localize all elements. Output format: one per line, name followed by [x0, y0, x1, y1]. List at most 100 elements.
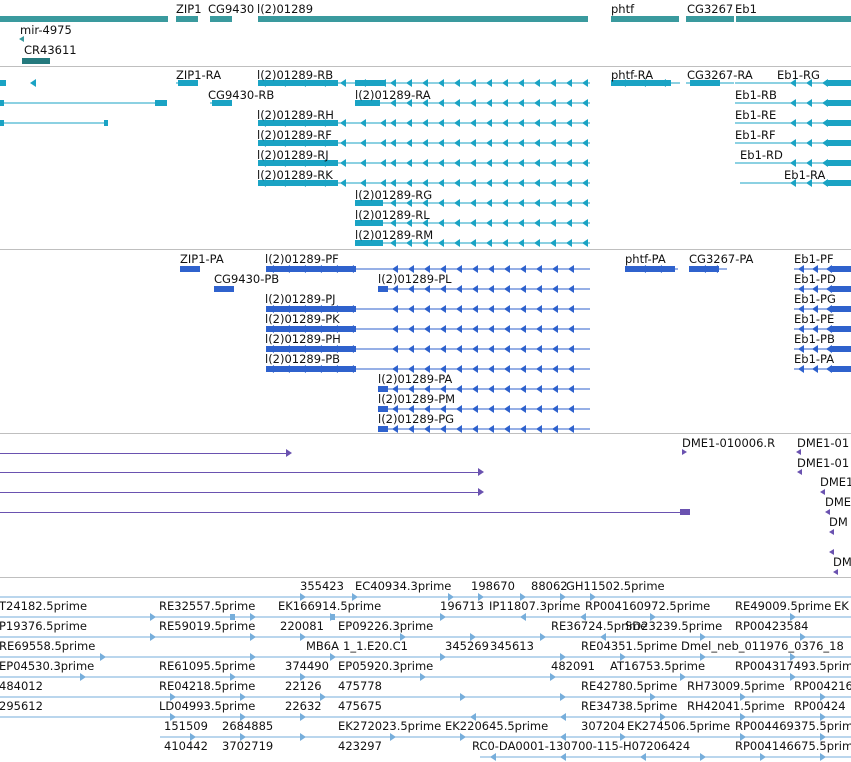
alignment-marker[interactable] [825, 509, 830, 515]
est-label[interactable]: AT16753.5prime [610, 659, 706, 673]
est-label[interactable]: RE36724.5prime [551, 619, 648, 633]
gene-label[interactable]: mir-4975 [20, 23, 72, 37]
est-label[interactable]: RE32557.5prime [159, 599, 256, 613]
gene-feature-cg3267[interactable] [686, 16, 734, 22]
mir-4975-feature[interactable] [19, 36, 24, 42]
polypeptide-label[interactable]: Eb1-PE [794, 312, 835, 326]
est-label[interactable]: Dmel_neb_011976_0376_18 [681, 639, 844, 653]
alignment-label[interactable]: DME1-01 [797, 456, 850, 470]
est-label[interactable]: 345613 [490, 639, 534, 653]
polypeptide-label[interactable]: CG9430-PB [214, 272, 280, 286]
est-label[interactable]: RH73009.5prime [687, 679, 785, 693]
est-label[interactable]: 220081 [280, 619, 324, 633]
est-label[interactable]: RP004469375.5prime [735, 719, 851, 733]
est-label[interactable]: RH42041.5prime [687, 699, 785, 713]
gene-feature-eb1[interactable] [736, 16, 851, 22]
polypeptide-label[interactable]: Eb1-PF [794, 252, 834, 266]
gene-label[interactable]: CG3267 [687, 2, 734, 16]
alignment-marker[interactable] [829, 549, 834, 555]
polypeptide-label[interactable]: l(2)01289-PA [378, 372, 453, 386]
gene-feature-cg9430[interactable] [210, 16, 232, 22]
gene-label[interactable]: Eb1 [735, 2, 757, 16]
transcript-label[interactable]: Eb1-RE [735, 108, 777, 122]
est-label[interactable]: SD23239.5prime [625, 619, 723, 633]
gene-label[interactable]: l(2)01289 [257, 2, 314, 16]
est-label[interactable]: 307204 [581, 719, 625, 733]
est-label[interactable]: T24182.5prime [0, 599, 88, 613]
est-label[interactable]: 22126 [285, 679, 322, 693]
est-label[interactable]: 3702719 [222, 739, 274, 753]
est-label[interactable]: 88062 [531, 579, 568, 593]
transcript-label[interactable]: l(2)01289-RL [355, 208, 430, 222]
est-label[interactable]: EP09226.3prime [338, 619, 434, 633]
est-label[interactable]: 355423 [300, 579, 344, 593]
gene-label[interactable]: CG9430 [208, 2, 255, 16]
alignment-line[interactable] [0, 492, 478, 493]
est-label[interactable]: EK272023.5prime [338, 719, 442, 733]
transcript-label[interactable]: l(2)01289-RA [355, 88, 431, 102]
alignment-block[interactable] [680, 509, 690, 515]
polypeptide-label[interactable]: Eb1-PB [794, 332, 835, 346]
transcript-label[interactable]: l(2)01289-RG [355, 188, 433, 202]
gene-label[interactable]: phtf [611, 2, 635, 16]
alignment-line[interactable] [0, 512, 682, 513]
alignment-label[interactable]: DME1-01 [797, 436, 850, 450]
est-label[interactable]: RC0-DA0001-130700-115-H07206424 [472, 739, 691, 753]
alignment-label[interactable]: DME1 [820, 475, 851, 489]
gene-feature[interactable] [0, 16, 168, 22]
est-label[interactable]: EC40934.3prime [355, 579, 452, 593]
est-label[interactable]: LD04993.5prime [159, 699, 256, 713]
polypeptide-label[interactable]: l(2)01289-PM [378, 392, 456, 406]
est-label[interactable]: RP004146675.5prime [735, 739, 851, 753]
est-label[interactable]: EK [834, 599, 849, 613]
alignment-label[interactable]: DM [829, 515, 848, 529]
est-label[interactable]: 475675 [338, 699, 382, 713]
transcript-label[interactable]: l(2)01289-RB [257, 68, 334, 82]
est-label[interactable]: RE49009.5prime [735, 599, 832, 613]
gene-feature-l201289[interactable] [258, 16, 588, 22]
transcript-label[interactable]: l(2)01289-RK [257, 168, 333, 182]
gene-feature-phtf[interactable] [611, 16, 679, 22]
est-label[interactable]: 1_1.E20.C1 [343, 639, 408, 653]
est-label[interactable]: 2684885 [222, 719, 274, 733]
transcript-label[interactable]: CG9430-RB [208, 88, 275, 102]
est-label[interactable]: 484012 [0, 679, 43, 693]
alignment-marker[interactable] [796, 449, 801, 455]
transcript-label[interactable]: CG3267-RA [687, 68, 753, 82]
gene-feature-zip1[interactable] [176, 16, 198, 22]
transcript-label[interactable]: Eb1-RB [735, 88, 777, 102]
est-label[interactable]: 475778 [338, 679, 382, 693]
polypeptide-label[interactable]: Eb1-PA [794, 352, 835, 366]
est-label[interactable]: RE59019.5prime [159, 619, 256, 633]
est-label[interactable]: RE34738.5prime [581, 699, 678, 713]
est-label[interactable]: RP004216 [794, 679, 851, 693]
est-label[interactable]: RE04351.5prime [581, 639, 678, 653]
transcript-label[interactable]: l(2)01289-RJ [257, 148, 329, 162]
alignment-line[interactable] [0, 453, 286, 454]
est-label[interactable]: 151509 [164, 719, 208, 733]
est-label[interactable]: 374490 [285, 659, 329, 673]
alignment-marker[interactable] [797, 469, 802, 475]
est-label[interactable]: EK220645.5prime [445, 719, 549, 733]
transcript-label[interactable]: Eb1-RA [784, 168, 826, 182]
est-label[interactable]: RE61095.5prime [159, 659, 256, 673]
polypeptide-label[interactable]: Eb1-PD [794, 272, 836, 286]
est-label[interactable]: 482091 [551, 659, 595, 673]
est-label[interactable]: 410442 [164, 739, 208, 753]
est-label[interactable]: IP11807.3prime [489, 599, 581, 613]
polypeptide-label[interactable]: l(2)01289-PL [378, 272, 452, 286]
est-label[interactable]: RP00424 [794, 699, 846, 713]
gene-label[interactable]: CR43611 [24, 43, 77, 57]
transcript-label[interactable]: l(2)01289-RF [257, 128, 332, 142]
polypeptide-label[interactable]: l(2)01289-PJ [265, 292, 336, 306]
transcript-label[interactable]: ZIP1-RA [176, 68, 222, 82]
est-label[interactable]: RP004317493.5prime [735, 659, 851, 673]
transcript-label[interactable]: l(2)01289-RM [355, 228, 434, 242]
est-label[interactable]: RE04218.5prime [159, 679, 256, 693]
polypeptide-label[interactable]: l(2)01289-PG [378, 412, 455, 426]
alignment-label[interactable]: DM [833, 555, 851, 569]
est-label[interactable]: RP004160972.5prime [585, 599, 711, 613]
transcript-label[interactable]: phtf-RA [611, 68, 654, 82]
est-label[interactable]: 295612 [0, 699, 43, 713]
est-label[interactable]: P19376.5prime [0, 619, 87, 633]
